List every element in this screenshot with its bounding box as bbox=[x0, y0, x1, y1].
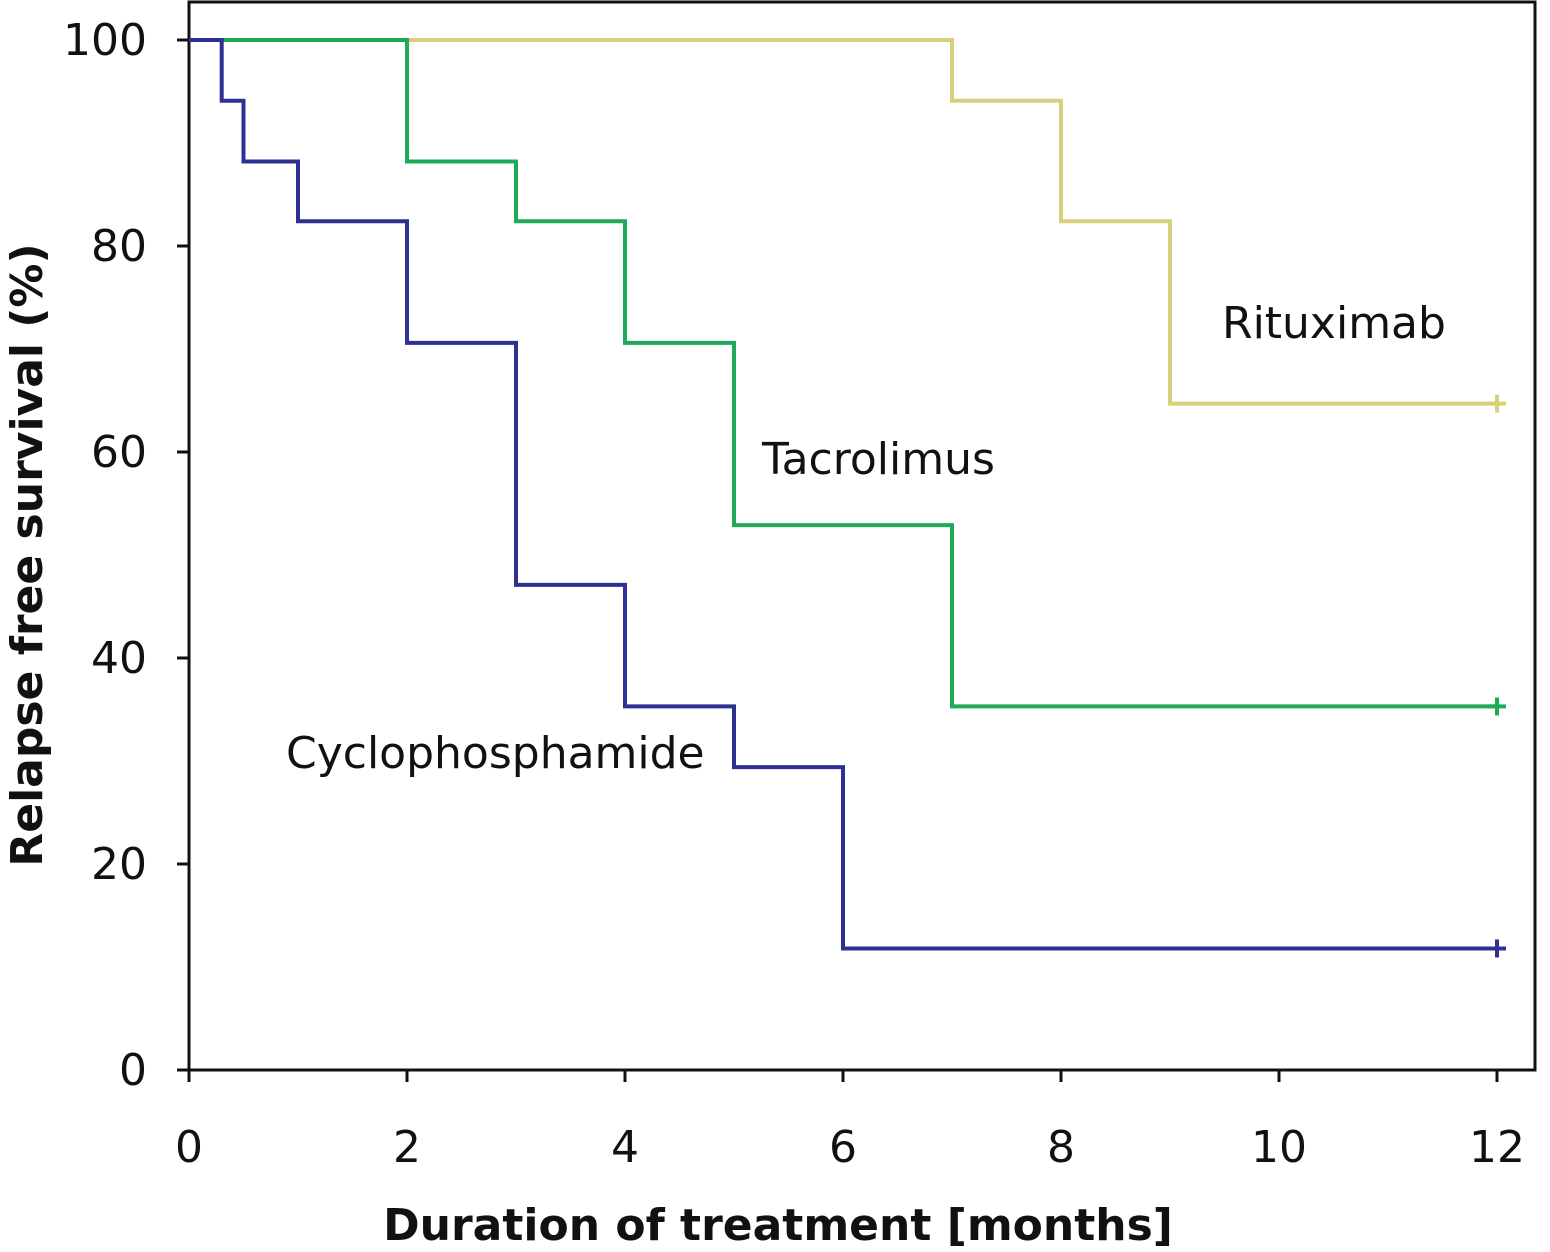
series-line-rituximab bbox=[189, 38, 1497, 406]
y-tick-label: 100 bbox=[63, 15, 147, 66]
y-tick-label: 0 bbox=[119, 1045, 147, 1096]
censor-mark-tacrolimus bbox=[1488, 697, 1506, 716]
y-tick-label: 60 bbox=[91, 427, 147, 478]
series-labels: Rituximab Tacrolimus Cyclophosphamide bbox=[286, 298, 1446, 779]
series-layer bbox=[189, 38, 1506, 958]
censor-mark-cyclophosphamide bbox=[1488, 939, 1506, 958]
x-tick-label: 0 bbox=[175, 1122, 203, 1173]
x-axis-title: Duration of treatment [months] bbox=[383, 1200, 1173, 1251]
x-axis-ticks: 0 2 4 6 8 10 12 bbox=[175, 1070, 1525, 1173]
y-tick-label: 80 bbox=[91, 221, 147, 272]
censor-mark-rituximab bbox=[1488, 394, 1506, 413]
x-tick-label: 6 bbox=[829, 1122, 857, 1173]
y-tick-label: 40 bbox=[91, 633, 147, 684]
series-line-cyclophosphamide bbox=[189, 38, 1497, 951]
series-label-cyclophosphamide: Cyclophosphamide bbox=[286, 728, 705, 779]
series-line-tacrolimus bbox=[189, 38, 1497, 709]
x-tick-label: 2 bbox=[393, 1122, 421, 1173]
series-label-tacrolimus: Tacrolimus bbox=[761, 434, 995, 485]
series-label-rituximab: Rituximab bbox=[1222, 298, 1446, 349]
x-tick-label: 8 bbox=[1047, 1122, 1075, 1173]
y-tick-label: 20 bbox=[91, 839, 147, 890]
x-tick-label: 4 bbox=[611, 1122, 639, 1173]
y-axis-ticks: 0 20 40 60 80 100 bbox=[63, 15, 189, 1096]
plot-frame bbox=[187, 0, 1537, 1072]
x-tick-label: 10 bbox=[1251, 1122, 1307, 1173]
y-axis-title: Relapse free survival (%) bbox=[2, 243, 53, 866]
x-tick-label: 12 bbox=[1469, 1122, 1525, 1173]
